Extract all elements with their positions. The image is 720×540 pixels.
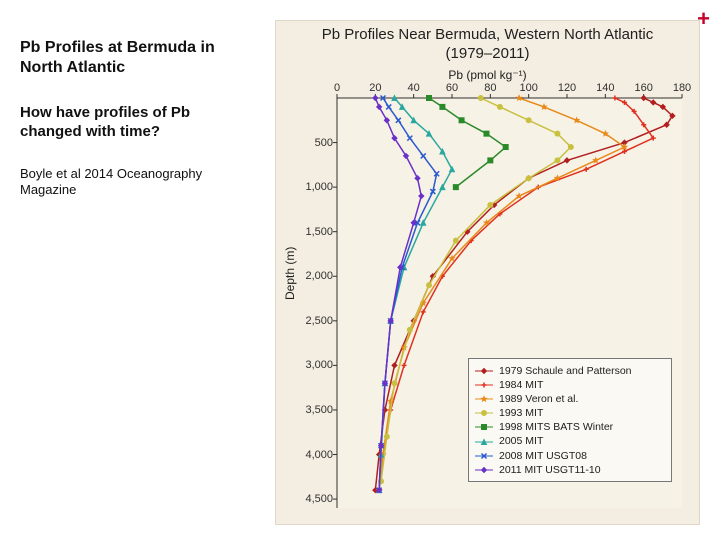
legend-label: 1993 MIT bbox=[499, 406, 543, 420]
legend-item: 2005 MIT bbox=[475, 434, 665, 448]
x-tick-label: 60 bbox=[446, 82, 458, 94]
legend-swatch-icon bbox=[475, 422, 493, 432]
legend-swatch-icon bbox=[475, 408, 493, 418]
y-tick-label: 3,000 bbox=[297, 359, 333, 371]
y-tick-label: 4,500 bbox=[297, 493, 333, 505]
y-tick-label: 1,000 bbox=[297, 181, 333, 193]
slide-page: + Pb Profiles at Bermuda in North Atlant… bbox=[0, 0, 720, 540]
legend-label: 1984 MIT bbox=[499, 378, 543, 392]
slide-citation: Boyle et al 2014 Oceanography Magazine bbox=[20, 166, 250, 200]
figure-title: Pb Profiles Near Bermuda, Western North … bbox=[275, 26, 700, 64]
series-s2005 bbox=[377, 96, 455, 493]
legend-label: 2005 MIT bbox=[499, 434, 543, 448]
legend-item: 2011 MIT USGT11-10 bbox=[475, 463, 665, 477]
legend-label: 1979 Schaule and Patterson bbox=[499, 364, 632, 378]
x-tick-label: 0 bbox=[334, 82, 340, 94]
x-tick-label: 40 bbox=[408, 82, 420, 94]
sidebar-text-block: Pb Profiles at Bermuda in North Atlantic… bbox=[20, 38, 250, 199]
figure-title-line2: (1979–2011) bbox=[446, 45, 530, 62]
x-tick-label: 100 bbox=[519, 82, 537, 94]
figure-title-line1: Pb Profiles Near Bermuda, Western North … bbox=[322, 26, 654, 43]
legend-swatch-icon bbox=[475, 394, 493, 404]
x-tick-label: 80 bbox=[484, 82, 496, 94]
x-tick-label: 140 bbox=[596, 82, 614, 94]
y-tick-label: 1,500 bbox=[297, 226, 333, 238]
legend-swatch-icon bbox=[475, 437, 493, 447]
legend-label: 2011 MIT USGT11-10 bbox=[499, 463, 601, 477]
legend-item: 1989 Veron et al. bbox=[475, 392, 665, 406]
legend-box: 1979 Schaule and Patterson1984 MIT1989 V… bbox=[468, 358, 672, 482]
figure-panel: Pb Profiles Near Bermuda, Western North … bbox=[275, 20, 700, 525]
series-s2011 bbox=[373, 96, 424, 493]
legend-label: 1989 Veron et al. bbox=[499, 392, 578, 406]
x-axis-label: Pb (pmol kg⁻¹) bbox=[275, 68, 700, 82]
legend-label: 1998 MITS BATS Winter bbox=[499, 420, 613, 434]
legend-label: 2008 MIT USGT08 bbox=[499, 449, 587, 463]
legend-swatch-icon bbox=[475, 465, 493, 475]
y-tick-label: 2,000 bbox=[297, 270, 333, 282]
legend-item: 1984 MIT bbox=[475, 378, 665, 392]
legend-swatch-icon bbox=[475, 366, 493, 376]
legend-swatch-icon bbox=[475, 380, 493, 390]
x-tick-label: 120 bbox=[558, 82, 576, 94]
x-tick-label: 180 bbox=[673, 82, 691, 94]
x-tick-label: 20 bbox=[369, 82, 381, 94]
slide-question: How have profiles of Pb changed with tim… bbox=[20, 104, 250, 142]
y-tick-label: 4,000 bbox=[297, 449, 333, 461]
legend-swatch-icon bbox=[475, 451, 493, 461]
y-tick-label: 500 bbox=[297, 137, 333, 149]
legend-item: 2008 MIT USGT08 bbox=[475, 449, 665, 463]
slide-title: Pb Profiles at Bermuda in North Atlantic bbox=[20, 38, 250, 78]
plot-area: 1979 Schaule and Patterson1984 MIT1989 V… bbox=[337, 98, 682, 508]
legend-item: 1993 MIT bbox=[475, 406, 665, 420]
y-axis-label: Depth (m) bbox=[283, 247, 297, 300]
legend-item: 1998 MITS BATS Winter bbox=[475, 420, 665, 434]
y-tick-label: 3,500 bbox=[297, 404, 333, 416]
y-tick-label: 2,500 bbox=[297, 315, 333, 327]
x-tick-label: 160 bbox=[634, 82, 652, 94]
legend-item: 1979 Schaule and Patterson bbox=[475, 364, 665, 378]
